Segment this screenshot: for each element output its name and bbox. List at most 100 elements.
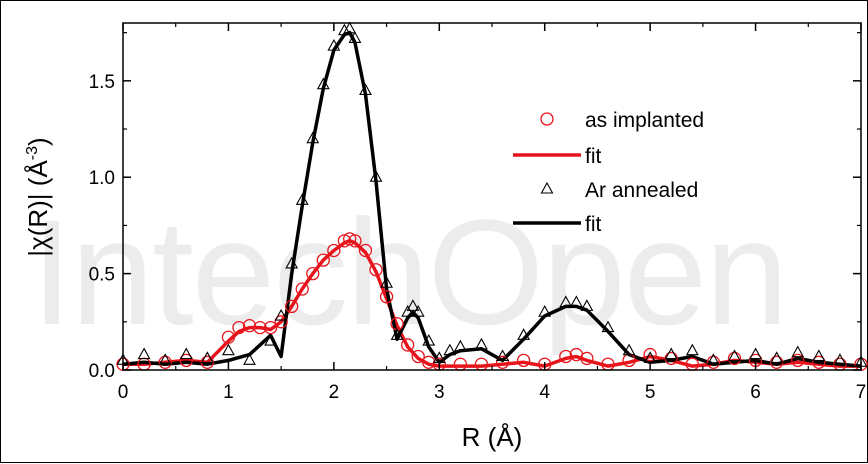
data-point-ar-annealed bbox=[390, 328, 404, 340]
data-point-as-implanted bbox=[158, 355, 172, 369]
legend-label-3: fit bbox=[585, 213, 602, 236]
data-point-ar-annealed bbox=[316, 77, 330, 90]
legend-label-0: as implanted bbox=[585, 109, 704, 132]
x-tick-label: 1 bbox=[223, 382, 234, 403]
data-point-ar-annealed bbox=[369, 170, 383, 182]
data-point-ar-annealed bbox=[380, 276, 394, 288]
data-point-ar-annealed bbox=[295, 193, 309, 205]
y-axis-title-end: ) bbox=[23, 137, 53, 146]
data-point-as-implanted bbox=[495, 355, 510, 369]
data-point-ar-annealed bbox=[401, 305, 415, 317]
data-point-ar-annealed bbox=[285, 256, 299, 269]
x-tick-label: 3 bbox=[434, 382, 445, 403]
plot-lines bbox=[122, 30, 862, 368]
data-point-as-implanted bbox=[453, 357, 468, 371]
legend: as implanted fit Ar annealed fit bbox=[513, 109, 704, 236]
data-point-ar-annealed bbox=[348, 31, 362, 43]
x-tick-label: 0 bbox=[118, 382, 129, 403]
data-point-ar-annealed bbox=[601, 320, 615, 333]
data-point-as-implanted bbox=[411, 349, 425, 364]
data-point-ar-annealed bbox=[422, 333, 436, 346]
data-point-ar-annealed bbox=[685, 343, 699, 356]
y-tick-label: 0.0 bbox=[89, 361, 115, 382]
data-point-as-implanted bbox=[263, 320, 278, 335]
data-point-as-implanted bbox=[221, 330, 236, 344]
data-point-as-implanted bbox=[316, 253, 330, 267]
data-point-as-implanted bbox=[295, 282, 309, 296]
y-tick-label: 1.0 bbox=[89, 168, 115, 189]
data-point-as-implanted bbox=[274, 315, 288, 329]
y-tick-label: 1.5 bbox=[89, 72, 115, 93]
data-point-as-implanted bbox=[348, 234, 362, 248]
data-point-ar-annealed bbox=[200, 351, 214, 363]
y-axis-title-main: |χ(R)| (Å bbox=[23, 160, 53, 257]
data-point-as-implanted bbox=[285, 299, 299, 314]
data-point-ar-annealed bbox=[475, 337, 488, 350]
axis-ticks: 0 1 2 3 4 5 6 7 0.0 0.5 1.0 1.5 bbox=[89, 23, 867, 403]
data-point-ar-annealed bbox=[749, 347, 763, 360]
data-point-ar-annealed bbox=[274, 308, 288, 321]
legend-marker-circle bbox=[540, 112, 554, 126]
data-point-as-implanted bbox=[559, 349, 573, 364]
data-point-ar-annealed bbox=[770, 351, 784, 363]
data-point-ar-annealed bbox=[179, 347, 193, 360]
series-line-1 bbox=[123, 239, 861, 368]
y-axis-title: |χ(R)| (Å-3) bbox=[23, 137, 53, 256]
data-point-as-implanted bbox=[358, 243, 373, 258]
data-point-as-implanted bbox=[791, 353, 805, 368]
data-point-ar-annealed bbox=[264, 333, 278, 346]
x-axis-title: R (Å) bbox=[462, 422, 523, 452]
watermark-text: IntechOpen bbox=[31, 188, 789, 356]
data-point-ar-annealed bbox=[812, 349, 826, 362]
data-point-ar-annealed bbox=[664, 347, 678, 360]
legend-marker-triangle bbox=[540, 181, 554, 194]
plot-frame bbox=[122, 22, 862, 371]
data-point-ar-annealed bbox=[359, 83, 372, 96]
legend-label-2: Ar annealed bbox=[585, 179, 698, 202]
data-point-as-implanted bbox=[643, 347, 657, 362]
data-point-as-implanted bbox=[379, 290, 394, 304]
data-point-as-implanted bbox=[516, 353, 531, 368]
data-point-ar-annealed bbox=[406, 299, 420, 311]
data-point-as-implanted bbox=[343, 232, 357, 246]
data-point-ar-annealed bbox=[453, 339, 467, 352]
y-axis-title-sup: -3 bbox=[24, 146, 41, 160]
data-point-ar-annealed bbox=[411, 305, 425, 317]
data-point-as-implanted bbox=[401, 338, 415, 352]
data-point-ar-annealed bbox=[243, 353, 256, 365]
data-point-ar-annealed bbox=[137, 347, 151, 360]
data-point-as-implanted bbox=[179, 353, 193, 368]
x-tick-label: 4 bbox=[539, 382, 550, 403]
data-point-as-implanted bbox=[253, 320, 267, 335]
plot-markers bbox=[116, 21, 868, 371]
data-point-ar-annealed bbox=[306, 131, 320, 144]
data-point-as-implanted bbox=[232, 320, 246, 335]
data-point-as-implanted bbox=[337, 234, 352, 248]
data-point-as-implanted bbox=[327, 243, 341, 258]
data-point-ar-annealed bbox=[622, 343, 636, 356]
data-point-as-implanted bbox=[306, 266, 320, 281]
data-point-as-implanted bbox=[242, 319, 257, 333]
data-point-as-implanted bbox=[580, 351, 594, 366]
data-point-ar-annealed bbox=[496, 349, 509, 362]
data-point-ar-annealed bbox=[337, 23, 351, 36]
data-point-ar-annealed bbox=[443, 343, 457, 356]
series-line-3 bbox=[122, 30, 862, 368]
data-point-as-implanted bbox=[706, 355, 721, 369]
data-point-ar-annealed bbox=[221, 343, 235, 356]
legend-label-1: fit bbox=[585, 145, 602, 168]
x-tick-label: 6 bbox=[750, 382, 761, 403]
data-point-ar-annealed bbox=[343, 21, 357, 34]
data-point-ar-annealed bbox=[833, 353, 847, 365]
data-point-ar-annealed bbox=[728, 349, 741, 362]
data-point-as-implanted bbox=[812, 355, 826, 369]
data-point-as-implanted bbox=[727, 351, 742, 366]
data-point-ar-annealed bbox=[327, 38, 341, 51]
data-point-ar-annealed bbox=[538, 305, 552, 317]
data-point-ar-annealed bbox=[706, 353, 720, 365]
data-point-ar-annealed bbox=[791, 345, 805, 358]
x-tick-label: 7 bbox=[856, 382, 867, 403]
data-point-ar-annealed bbox=[559, 295, 573, 308]
